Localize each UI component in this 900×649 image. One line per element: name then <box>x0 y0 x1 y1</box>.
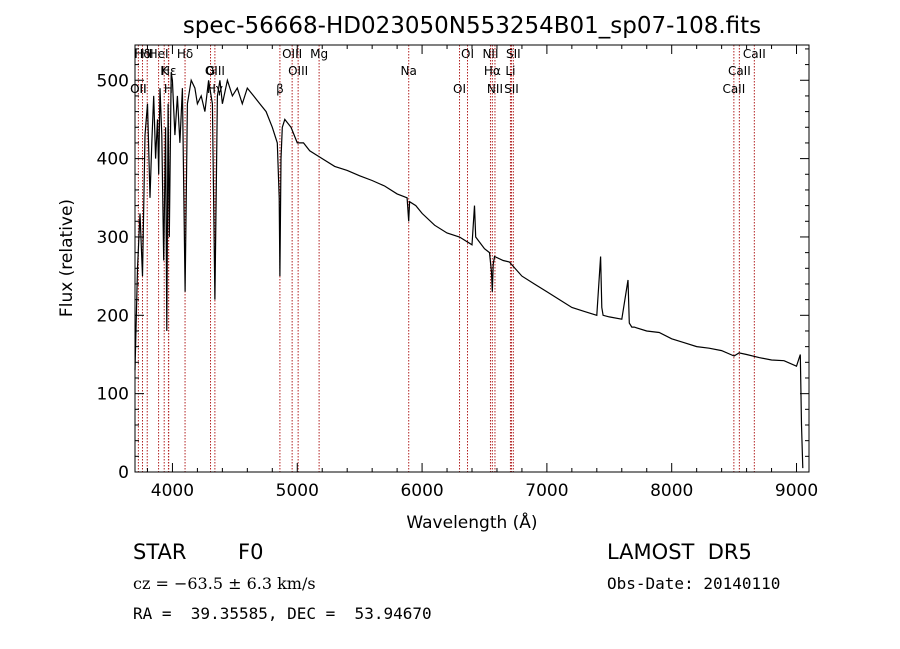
line-marker-label: NII <box>487 82 503 96</box>
line-marker-label: OII <box>130 82 147 96</box>
y-tick-label: 200 <box>97 306 129 326</box>
line-marker-label: OIII <box>205 64 225 78</box>
survey-name: LAMOST DR5 <box>607 540 752 564</box>
line-marker-label: Hδ <box>177 47 193 61</box>
object-class: STAR <box>133 540 187 564</box>
x-tick-label: 5000 <box>276 481 319 501</box>
chart-title: spec-56668-HD023050N553254B01_sp07-108.f… <box>183 13 761 39</box>
y-tick-label: 400 <box>97 150 129 170</box>
line-marker-label: β <box>276 82 284 96</box>
line-marker-label: OI <box>453 82 466 96</box>
line-marker-label: Hα <box>484 64 501 78</box>
x-tick-label: 7000 <box>525 481 568 501</box>
line-marker-label: OI <box>461 47 474 61</box>
observation-date: Obs-Date: 20140110 <box>607 574 781 593</box>
line-marker-label: HeI <box>149 47 169 61</box>
y-axis: 0 100 200 300 400 500 <box>97 48 809 483</box>
line-marker-label: Li <box>505 64 515 78</box>
line-marker-label: OIII <box>288 64 308 78</box>
object-subclass: F0 <box>238 540 264 564</box>
x-axis-label: Wavelength (Å) <box>406 511 537 533</box>
line-marker-label: H <box>164 82 173 96</box>
line-marker-label: NII <box>482 47 498 61</box>
y-axis-label: Flux (relative) <box>57 199 77 317</box>
line-marker-label: CaII <box>743 47 766 61</box>
x-tick-label: 4000 <box>151 481 194 501</box>
line-marker-label: Hδ <box>134 47 150 61</box>
line-marker-label: SII <box>506 47 521 61</box>
line-marker-label: Na <box>401 64 417 78</box>
y-tick-label: 500 <box>97 71 129 91</box>
x-tick-label: 6000 <box>400 481 443 501</box>
line-marker-label: Hγ <box>207 82 223 96</box>
line-marker-label: SII <box>504 82 519 96</box>
plot-frame <box>134 44 810 473</box>
redshift-velocity: cz = −63.5 ± 6.3 km/s <box>133 574 316 593</box>
x-tick-label: 8000 <box>650 481 693 501</box>
spectral-line-labels: HδKHHδOIIIOIIHeIHεOIIHIGHγOIIIOIIIβMgNaO… <box>130 47 766 96</box>
line-marker-label: CaII <box>722 82 745 96</box>
line-marker-label: CaII <box>728 64 751 78</box>
y-tick-label: 0 <box>118 463 129 483</box>
line-marker-label: K <box>160 64 169 78</box>
line-marker-label: OII <box>130 82 147 96</box>
y-tick-label: 100 <box>97 385 129 405</box>
line-marker-label: HI <box>141 47 154 61</box>
y-tick-label: 300 <box>97 228 129 248</box>
x-tick-label: 9000 <box>775 481 818 501</box>
line-marker-label: G <box>206 64 215 78</box>
line-marker-label: Mg <box>310 47 328 61</box>
spectral-line-markers <box>137 45 755 472</box>
x-axis: 4000 5000 6000 7000 8000 9000 <box>146 45 818 501</box>
line-marker-label: OIII <box>282 47 302 61</box>
sky-coordinates: RA = 39.35585, DEC = 53.94670 <box>133 604 432 623</box>
line-marker-label: Hε <box>161 64 177 78</box>
spectrum-series-line <box>134 72 804 469</box>
